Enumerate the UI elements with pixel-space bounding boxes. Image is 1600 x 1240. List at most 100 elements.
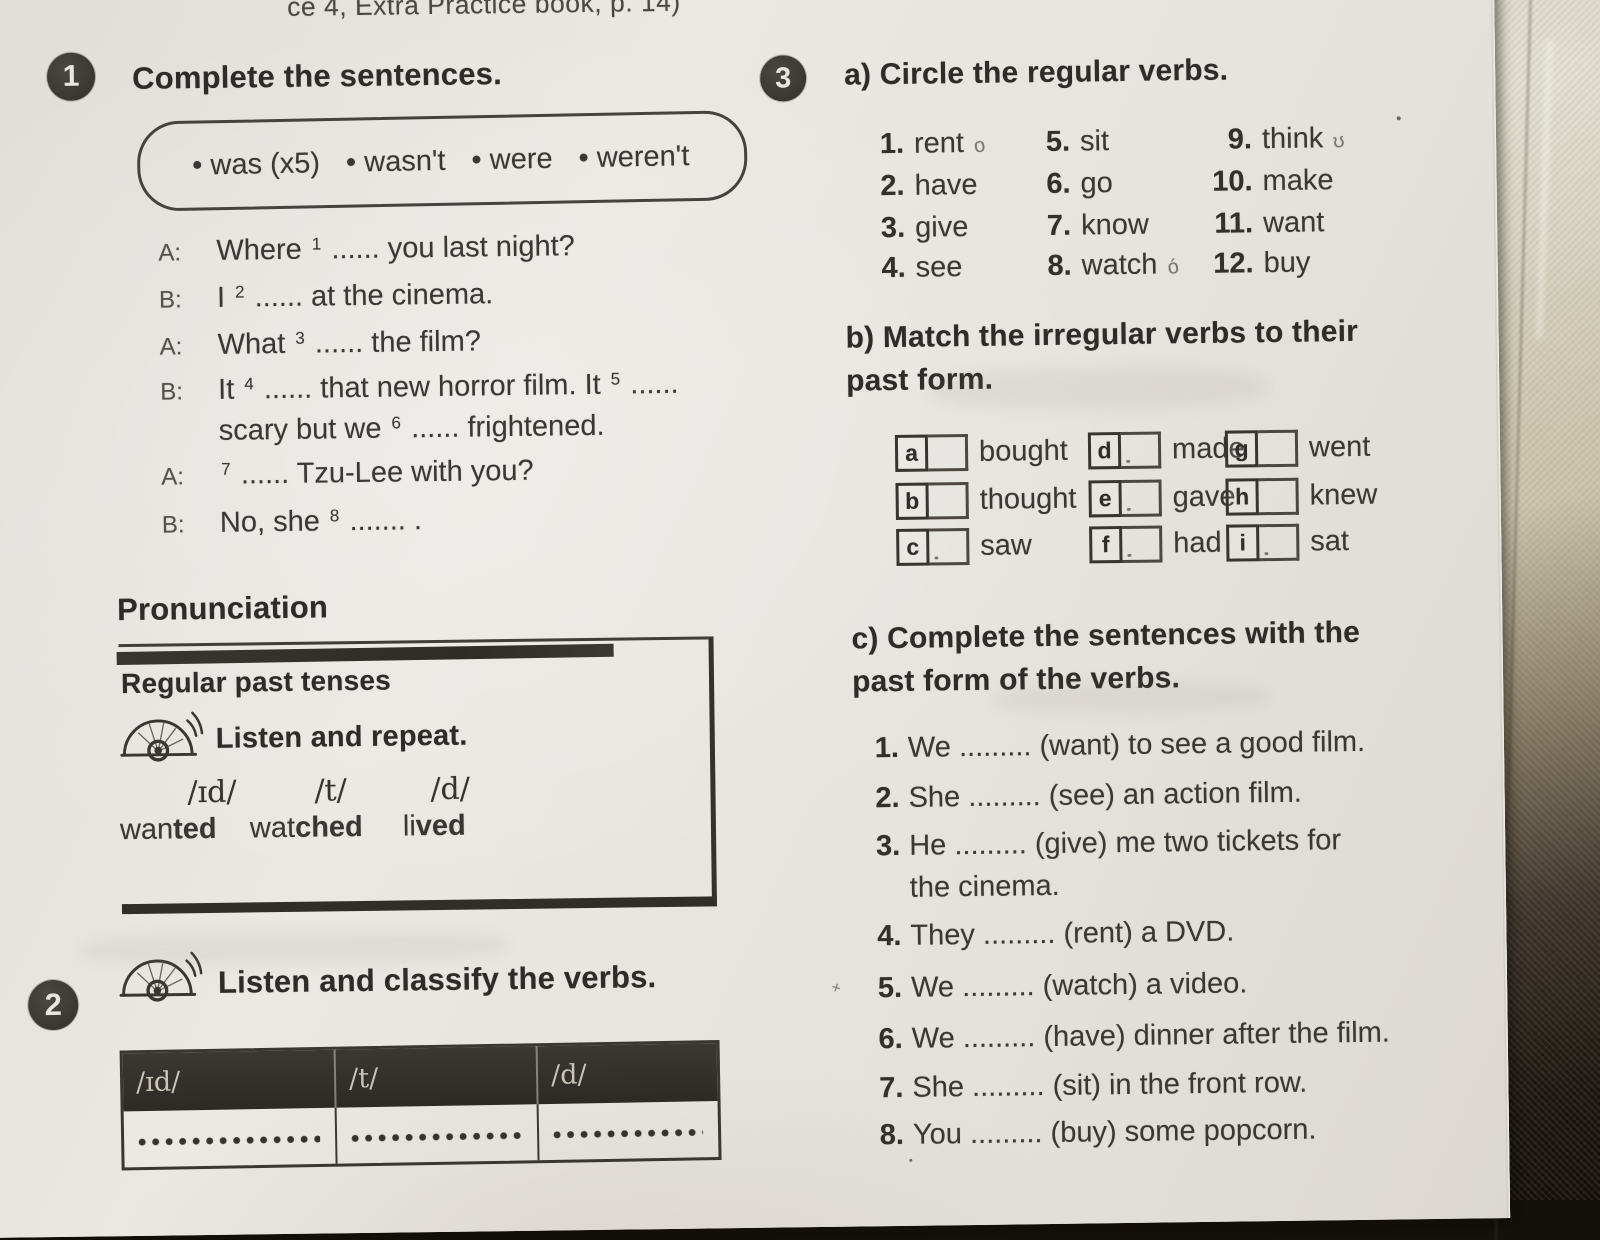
- verb-item: 12. buy: [1185, 247, 1310, 282]
- verb-number: 3.: [847, 212, 905, 246]
- dialog-line: B: No, she 8 ....... .: [162, 504, 422, 540]
- phoneme-label-d: /d/: [430, 772, 470, 808]
- sentence-continuation: the cinema.: [910, 870, 1060, 905]
- match-answer-box: [929, 528, 969, 566]
- match-answer-box: [1258, 430, 1298, 468]
- verb-item: 11. want: [1185, 206, 1325, 241]
- verb-item: 2. have: [846, 169, 977, 204]
- table-header-id: /ɪd/: [123, 1050, 335, 1112]
- sentence-number: 6.: [857, 1023, 903, 1057]
- match-word: bought: [979, 435, 1068, 469]
- verb-item: 8. watch ó: [1007, 248, 1178, 283]
- verb-word: see: [915, 251, 962, 285]
- dialog-text: What 3 ...... the film?: [217, 325, 481, 361]
- match-letter: i: [1226, 524, 1259, 561]
- pronunciation-title: Pronunciation: [117, 589, 328, 628]
- phoneme-label-t: /t/: [314, 773, 347, 808]
- dialog-speaker: A:: [161, 459, 219, 493]
- verb-number: 2.: [846, 170, 904, 204]
- verb-number: 1.: [846, 128, 904, 162]
- match-answer-box: [1121, 431, 1161, 469]
- pencil-mark: ʊ: [1332, 129, 1347, 153]
- pencil-mark: o: [972, 134, 986, 158]
- match-word: thought: [979, 483, 1076, 517]
- exercise-3-number: 3: [775, 62, 792, 95]
- table-header-row: /ɪd/ /t/ /d/: [123, 1043, 718, 1111]
- match-word: knew: [1309, 479, 1377, 513]
- bleed-through-smudge: [991, 681, 1271, 715]
- match-letter: a: [895, 435, 928, 472]
- classify-verbs-table: /ɪd/ /t/ /d/: [120, 1040, 722, 1170]
- sentence-item: 7. She ......... (sit) in the front row.: [857, 1067, 1307, 1106]
- word-ending: ched: [295, 811, 363, 844]
- verb-number: 8.: [1007, 250, 1071, 284]
- match-answer-box: [1121, 479, 1161, 517]
- answer-cell: [537, 1101, 716, 1160]
- paper-speck: [909, 1159, 912, 1162]
- verb-item: 9. think ʊ: [1184, 122, 1345, 157]
- match-answer-box: [1258, 478, 1298, 516]
- sentence-item: 4. They ......... (rent) a DVD.: [855, 916, 1234, 954]
- verb-item: 5. sit: [1006, 125, 1109, 159]
- word-bank-item: • was (x5): [192, 147, 320, 182]
- verb-number: 11.: [1185, 207, 1253, 241]
- verb-word: think: [1262, 122, 1324, 156]
- dialog-speaker: B:: [159, 282, 217, 316]
- word-ending: ved: [416, 810, 466, 843]
- match-letter: d: [1088, 432, 1121, 469]
- verb-word: go: [1080, 167, 1113, 200]
- sentence-text: We ......... (want) to see a good film.: [908, 726, 1366, 765]
- verb-item: 10. make: [1184, 164, 1333, 199]
- bleed-through-smudge: [927, 365, 1268, 411]
- match-letter: c: [896, 529, 929, 566]
- page-header-note: ce 4, Extra Practice book, p. 14): [287, 0, 681, 23]
- pronunciation-subtitle: Regular past tenses: [121, 665, 391, 701]
- sentence-item: 1. We ......... (want) to see a good fil…: [853, 726, 1366, 766]
- dialog-line: A: What 3 ...... the film?: [159, 325, 481, 362]
- verb-word: want: [1263, 206, 1325, 240]
- sentence-text: We ......... (watch) a video.: [911, 967, 1248, 1004]
- sentence-item: 8. You ......... (buy) some popcorn.: [858, 1114, 1317, 1153]
- verb-item: 4. see: [847, 251, 962, 285]
- word-stem: wan: [120, 813, 174, 846]
- sentence-number: 7.: [857, 1072, 903, 1106]
- sentence-item: 2. She ......... (see) an action film.: [853, 777, 1302, 816]
- sentence-item: 6. We ......... (have) dinner after the …: [857, 1017, 1391, 1057]
- sentence-item: 5. We ......... (watch) a video.: [856, 967, 1248, 1005]
- dialog-speaker: A:: [159, 329, 217, 363]
- dialog-line: A: Where 1 ...... you last night?: [158, 230, 575, 268]
- sentence-text: He ......... (give) me two tickets for: [909, 824, 1341, 863]
- dialog-line: A: 7 ...... Tzu-Lee with you?: [161, 455, 534, 493]
- sentence-text: We ......... (have) dinner after the fil…: [912, 1017, 1391, 1056]
- match-item: h knew: [1225, 477, 1377, 516]
- word-bank-box: • was (x5) • wasn't • were • weren't: [136, 110, 748, 212]
- example-word-watched: watched: [250, 811, 363, 845]
- match-letter: g: [1225, 430, 1258, 467]
- match-letter: h: [1225, 478, 1258, 515]
- match-answer-box: [928, 482, 968, 520]
- table-header-d: /d/: [536, 1043, 715, 1104]
- dialog-text: I 2 ...... at the cinema.: [217, 278, 494, 315]
- verb-word: know: [1081, 209, 1149, 243]
- verb-word: buy: [1263, 247, 1310, 281]
- sentence-number: 5.: [856, 972, 902, 1006]
- table-header-t: /t/: [334, 1046, 537, 1108]
- dialog-line: B: It 4 ...... that new horror film. It …: [160, 368, 679, 408]
- match-item: b thought: [895, 481, 1076, 520]
- verb-item: 6. go: [1006, 167, 1113, 201]
- example-word-lived: lived: [403, 810, 466, 844]
- verb-number: 6.: [1006, 168, 1070, 202]
- match-word: saw: [980, 529, 1032, 563]
- match-answer-box: [1122, 525, 1162, 563]
- dialog-speaker: A:: [158, 235, 216, 269]
- sentence-text: She ......... (see) an action film.: [908, 777, 1302, 815]
- dialog-line: B: I 2 ...... at the cinema.: [159, 278, 494, 315]
- match-word: sat: [1310, 525, 1349, 559]
- match-answer-box: [1259, 524, 1299, 562]
- verb-word: rent: [914, 127, 964, 161]
- exercise-1-number: 1: [63, 60, 80, 94]
- verb-item: 7. know: [1007, 209, 1149, 244]
- verb-number: 12.: [1185, 247, 1253, 281]
- word-stem: li: [403, 810, 416, 842]
- verb-word: watch: [1081, 249, 1157, 283]
